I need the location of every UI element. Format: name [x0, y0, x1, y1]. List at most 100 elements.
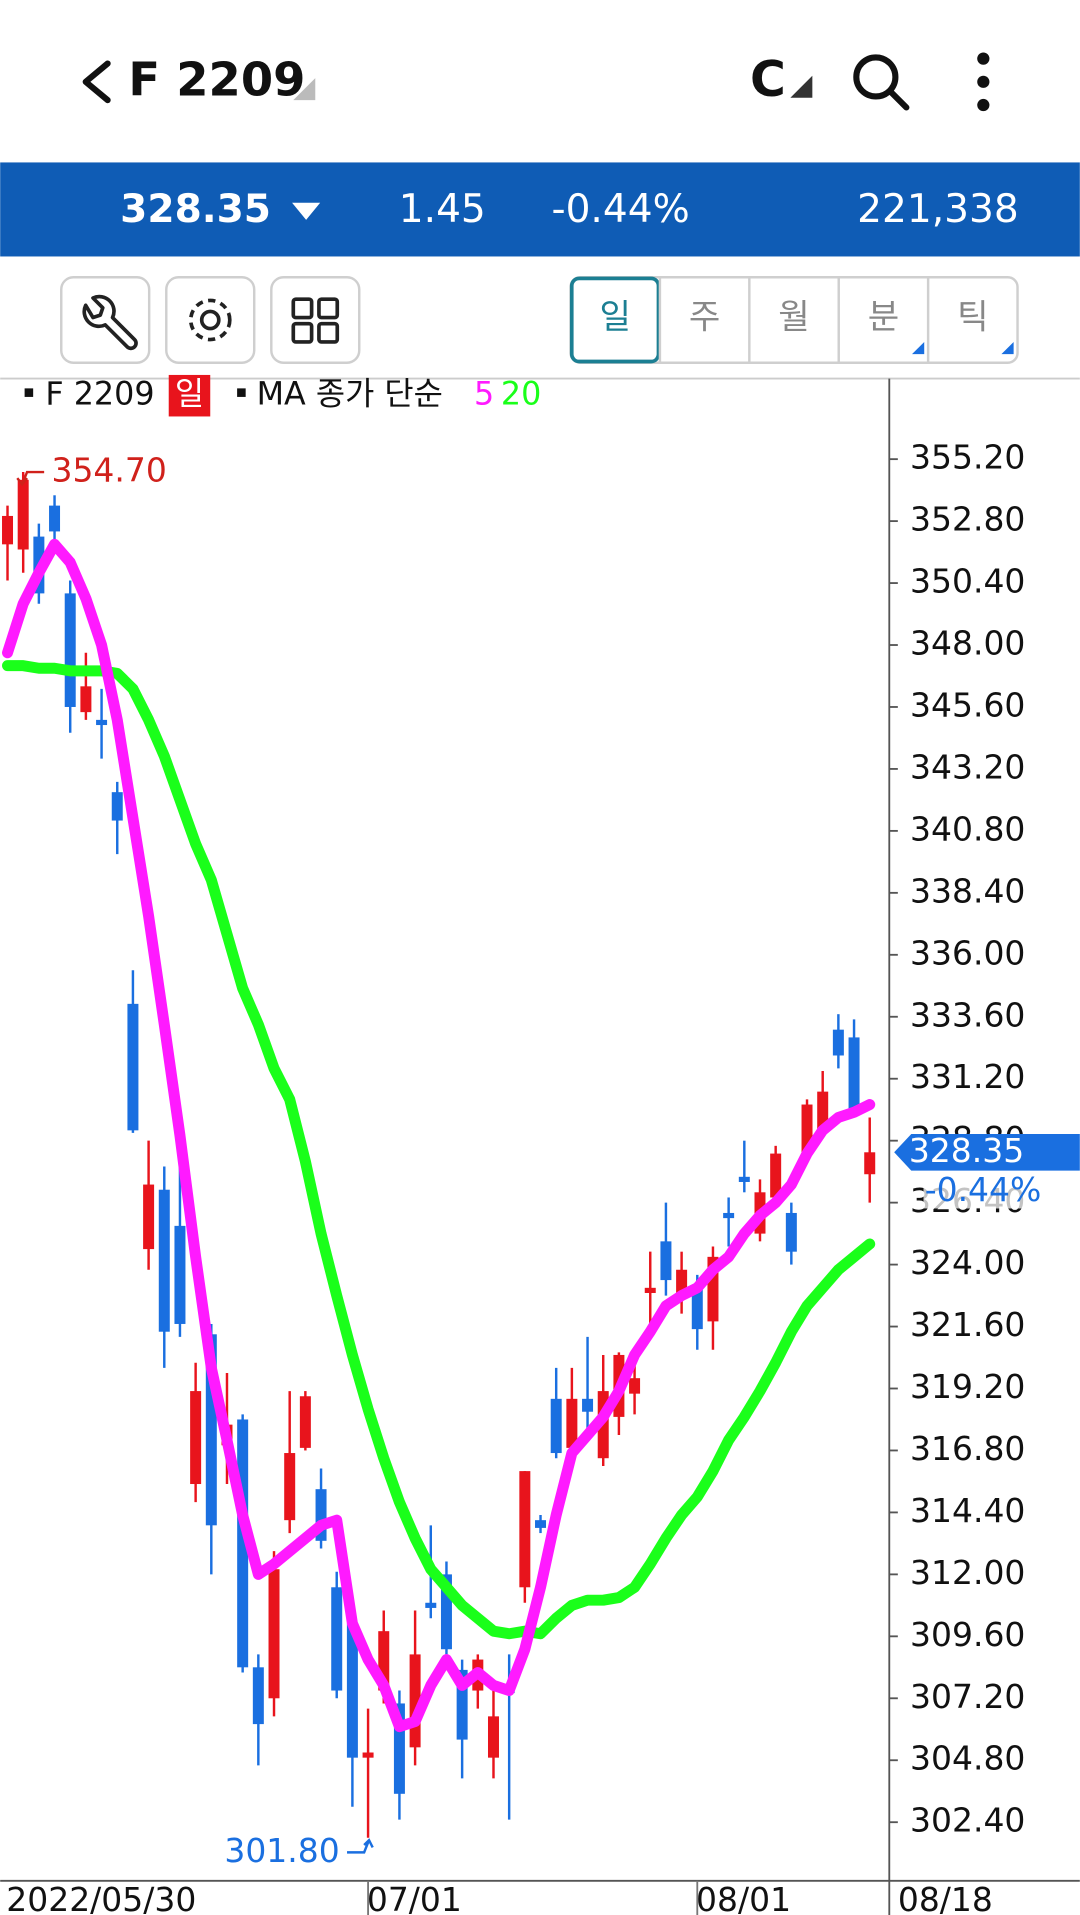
candle-body	[409, 1654, 421, 1748]
y-tick-label: 312.00	[910, 1553, 1025, 1592]
candle-body	[785, 1212, 797, 1252]
candle-body	[299, 1396, 311, 1448]
candle-body	[158, 1189, 170, 1332]
symbol-title[interactable]: F 2209	[128, 53, 305, 107]
y-tick-label: 321.60	[910, 1305, 1025, 1344]
y-tick-label: 304.80	[910, 1739, 1025, 1778]
y-tick-label: 355.20	[910, 438, 1025, 477]
candle-body	[519, 1471, 531, 1588]
candle-body	[331, 1587, 343, 1691]
candle-body	[127, 1003, 139, 1131]
down-arrow	[292, 202, 321, 220]
y-tick-label: 348.00	[910, 624, 1025, 663]
price: 328.35	[120, 187, 271, 232]
annotation-arrow	[16, 470, 45, 487]
y-tick-label: 338.40	[910, 871, 1025, 910]
current-price-label: 328.35	[909, 1131, 1024, 1170]
candle-body	[143, 1184, 155, 1250]
change: 1.45	[399, 187, 486, 232]
candle-body	[440, 1574, 452, 1650]
candle-body	[174, 1225, 186, 1324]
search-button[interactable]	[853, 54, 910, 111]
y-tick-label: 331.20	[910, 1057, 1025, 1096]
ma-line	[2, 660, 876, 1640]
tab-submenu-marker	[1001, 341, 1014, 355]
candle-body	[644, 1287, 656, 1293]
y-tick-label: 352.80	[910, 500, 1025, 539]
annotation-label: 354.70	[51, 451, 166, 490]
layout-button[interactable]	[270, 276, 361, 364]
y-tick-label: 333.60	[910, 995, 1025, 1034]
candle-body	[817, 1091, 829, 1131]
current-change-label: -0.44%	[925, 1170, 1042, 1209]
candle-body	[64, 593, 76, 707]
current-change-bg	[923, 1174, 1046, 1209]
legend-period-badge	[168, 374, 211, 417]
y-tick-label: 340.80	[910, 809, 1025, 848]
candle-body	[284, 1453, 296, 1521]
grid-icon	[291, 297, 340, 344]
mode-button[interactable]: C	[750, 51, 786, 108]
candle-body	[17, 479, 29, 550]
legend-period: 일	[175, 377, 204, 413]
annotation-arrow	[347, 1838, 374, 1854]
x-tick-label: 08/01	[696, 1880, 791, 1915]
wrench-icon	[82, 294, 138, 351]
candle-body	[566, 1398, 578, 1448]
candle-body	[111, 792, 123, 821]
candle-body	[770, 1153, 782, 1198]
back-button[interactable]	[82, 60, 111, 104]
tab[interactable]: 일	[600, 297, 631, 337]
annotation-label: 301.80	[224, 1831, 339, 1870]
candle-body	[660, 1241, 672, 1281]
current-price-badge	[894, 1133, 1080, 1171]
y-tick-label: 319.20	[910, 1367, 1025, 1406]
tab[interactable]: 분	[868, 297, 899, 337]
candle-body	[848, 1037, 860, 1113]
candle-body	[676, 1269, 688, 1296]
y-tick-label: 350.40	[910, 562, 1025, 601]
legend-bullet	[237, 388, 246, 397]
candle-body	[393, 1703, 405, 1794]
candle-body	[535, 1520, 547, 1528]
candle-body	[707, 1256, 719, 1322]
y-tick-label: 324.00	[910, 1243, 1025, 1282]
y-tick-label: 343.20	[910, 747, 1025, 786]
candle-body	[456, 1669, 468, 1740]
candle-body	[691, 1287, 703, 1330]
app-bar	[0, 0, 1080, 162]
y-tick-label: 345.60	[910, 685, 1025, 724]
candle-body	[237, 1419, 249, 1668]
y-tick-label: 302.40	[910, 1801, 1025, 1840]
candle-body	[96, 719, 108, 726]
y-tick-label: 309.60	[910, 1615, 1025, 1654]
candle-body	[582, 1398, 594, 1412]
candle-body	[315, 1489, 327, 1541]
candle-body	[346, 1623, 358, 1758]
y-tick-label: 336.00	[910, 933, 1025, 972]
candle-body	[864, 1152, 876, 1175]
candle-body	[362, 1752, 374, 1758]
y-tick-label: 314.40	[910, 1491, 1025, 1530]
tab[interactable]: 주	[689, 297, 720, 337]
candle-body	[487, 1716, 499, 1758]
legend-symbol: F 2209	[45, 377, 154, 413]
ma-line	[2, 538, 876, 1733]
legend-ma-period: 5	[474, 377, 494, 413]
tool-button[interactable]	[60, 276, 151, 364]
candle-body	[49, 505, 61, 532]
menu-button[interactable]	[977, 52, 990, 112]
candle-body	[252, 1667, 264, 1725]
legend-ma-period: 20	[501, 377, 541, 413]
candle-body	[425, 1602, 437, 1608]
tab[interactable]: 틱	[957, 297, 988, 337]
x-tick-label: 08/18	[898, 1880, 993, 1915]
candle-body	[190, 1391, 202, 1485]
change-percent: -0.44%	[551, 187, 689, 232]
candle-body	[629, 1378, 641, 1394]
legend-bullet	[24, 388, 34, 397]
tab[interactable]: 월	[778, 297, 809, 337]
settings-button[interactable]	[165, 276, 256, 364]
candle-body	[378, 1631, 390, 1691]
